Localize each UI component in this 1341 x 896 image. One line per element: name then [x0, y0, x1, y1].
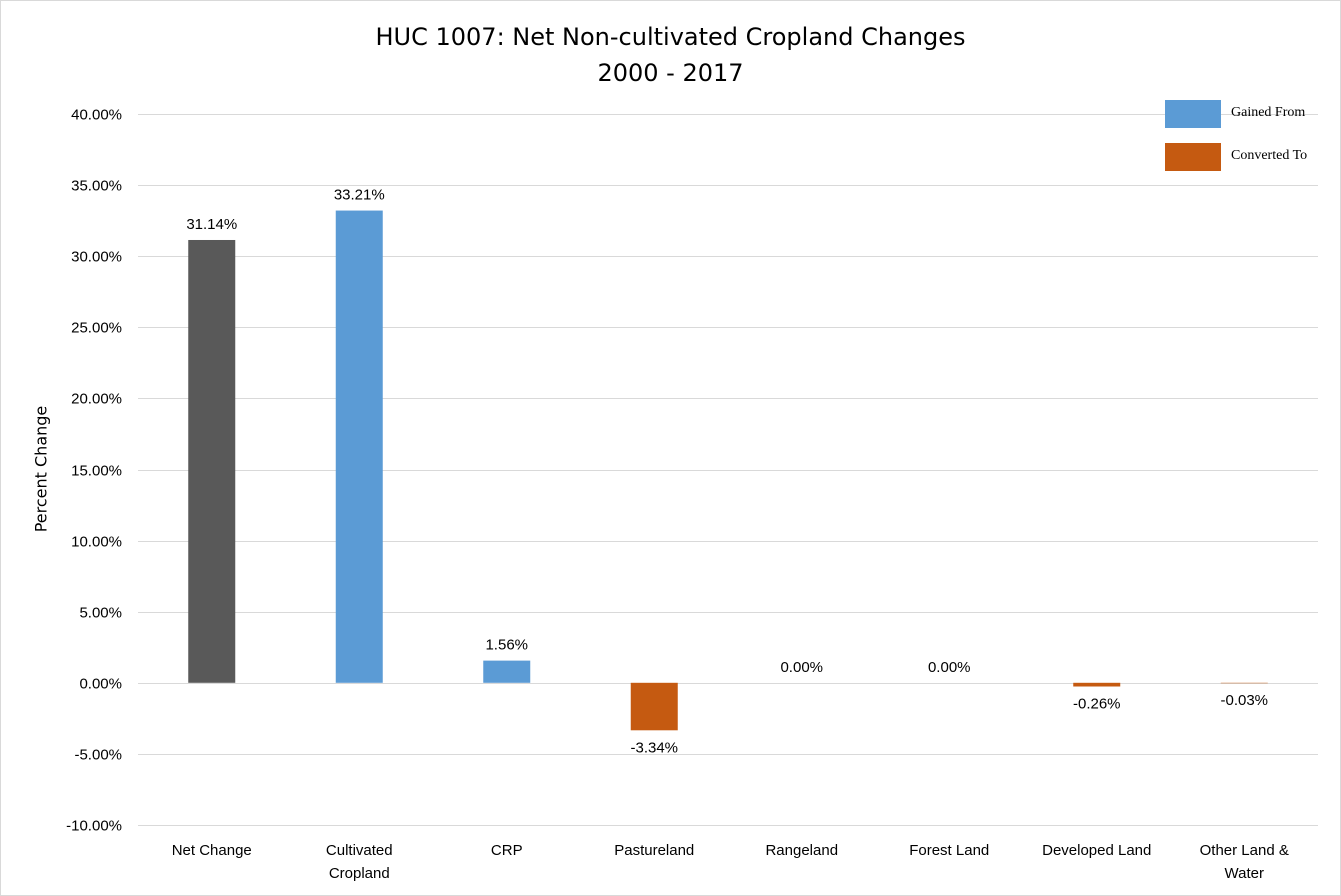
y-tick-label: 35.00% [71, 178, 122, 195]
legend-swatch-gained-from [1165, 100, 1221, 128]
legend-swatch-converted-to [1165, 143, 1221, 171]
x-tick-label: CRP [491, 842, 523, 859]
data-label: 1.56% [485, 637, 528, 654]
bar [188, 239, 236, 683]
y-tick-labels: -10.00% -5.00% 0.00% 5.00% 10.00% 15.00% 20.00… [66, 107, 122, 835]
x-tick-label: Rangeland [765, 842, 838, 859]
y-tick-label: 20.00% [71, 391, 122, 408]
legend-label-converted-to: Converted To [1231, 148, 1308, 163]
chart-subtitle: 2000 - 2017 [597, 59, 744, 87]
data-label: 31.14% [186, 216, 237, 233]
data-label: -0.03% [1220, 692, 1268, 709]
gridlines [138, 114, 1318, 826]
bar [483, 660, 531, 683]
x-tick-label: Pastureland [614, 842, 694, 859]
data-label: 0.00% [928, 659, 971, 676]
chart-title: HUC 1007: Net Non-cultivated Cropland Ch… [375, 23, 966, 51]
x-tick-labels: Net Change Cultivated Cropland CRP Pasturela… [172, 842, 1289, 882]
x-tick-label: Net Change [172, 842, 252, 859]
y-tick-label: 0.00% [79, 676, 122, 693]
legend-label-gained-from: Gained From [1231, 105, 1306, 120]
data-label: 33.21% [334, 187, 385, 204]
bar [1073, 682, 1121, 687]
data-label: -3.34% [630, 739, 678, 756]
y-tick-label: 5.00% [79, 605, 122, 622]
y-tick-label: -5.00% [74, 747, 122, 764]
x-tick-label: Cropland [329, 865, 390, 882]
y-tick-label: 40.00% [71, 107, 122, 124]
y-tick-label: -10.00% [66, 818, 122, 835]
bar [335, 210, 383, 683]
bar [630, 682, 678, 731]
x-tick-label: Developed Land [1042, 842, 1151, 859]
y-tick-label: 15.00% [71, 463, 122, 480]
x-tick-label: Forest Land [909, 842, 989, 859]
x-tick-label: Water [1225, 865, 1264, 882]
y-tick-label: 30.00% [71, 249, 122, 266]
x-tick-label: Other Land & [1200, 842, 1289, 859]
x-tick-label: Cultivated [326, 842, 393, 859]
y-tick-label: 25.00% [71, 320, 122, 337]
data-label: -0.26% [1073, 695, 1121, 712]
y-tick-label: 10.00% [71, 534, 122, 551]
bars [188, 210, 1268, 731]
data-labels: 31.14% 33.21% 1.56% -3.34% 0.00% 0.00% -0.26% -… [186, 187, 1268, 757]
data-label: 0.00% [780, 659, 823, 676]
